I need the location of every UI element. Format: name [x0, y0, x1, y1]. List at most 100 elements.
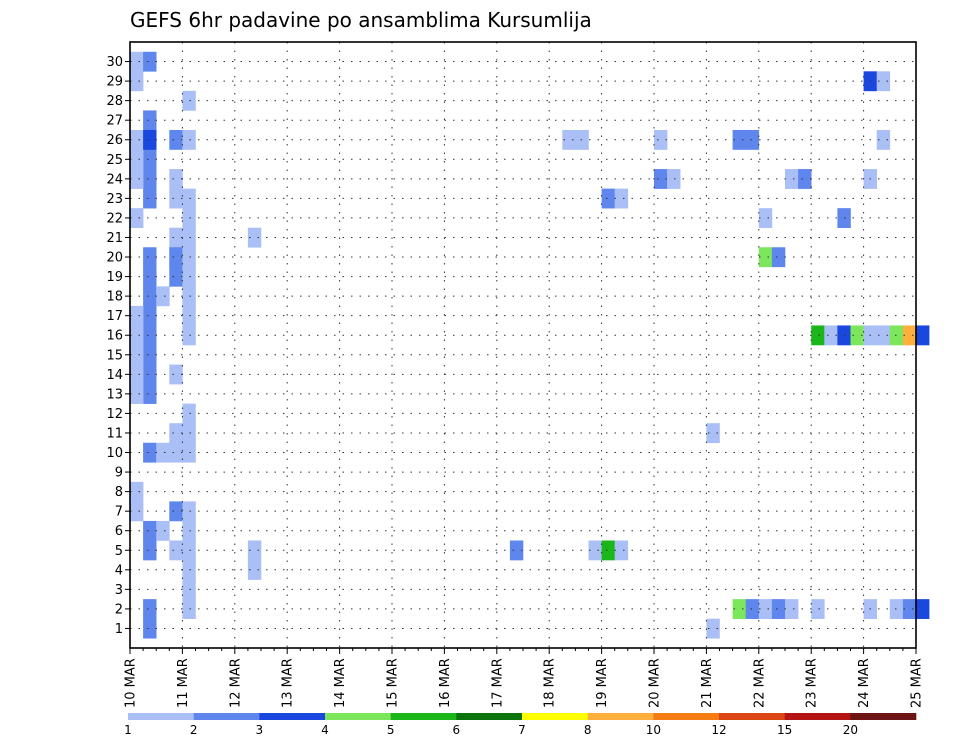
x-tick-label: 10 MAR: [124, 658, 139, 708]
ensemble-cells: [130, 51, 930, 639]
y-tick-label: 16: [106, 329, 123, 344]
x-tick-label: 15 MAR: [386, 658, 401, 708]
ensemble-cell: [732, 129, 746, 150]
legend-level-label: 2: [190, 723, 198, 737]
ensemble-cell: [811, 599, 825, 619]
ensemble-cell: [143, 384, 157, 404]
ensemble-cell: [182, 188, 196, 209]
ensemble-cell: [143, 520, 157, 541]
legend-swatch: [128, 713, 194, 720]
ensemble-cell: [169, 247, 183, 268]
x-tick-label: 21 MAR: [700, 658, 715, 708]
legend-level-label: 4: [321, 723, 329, 737]
ensemble-cell: [182, 579, 196, 600]
x-tick-label: 13 MAR: [281, 658, 296, 708]
ensemble-cell: [169, 501, 183, 522]
ensemble-cell: [654, 169, 668, 189]
ensemble-cell: [509, 540, 524, 561]
ensemble-cell: [876, 71, 891, 92]
y-tick-label: 27: [106, 114, 123, 129]
ensemble-cell: [247, 540, 262, 561]
ensemble-cell: [169, 423, 183, 444]
legend-swatch: [259, 713, 326, 720]
legend-swatch: [456, 713, 523, 720]
ensemble-cell: [169, 442, 183, 463]
ensemble-cell: [706, 423, 720, 444]
ensemble-cell: [614, 540, 629, 561]
ensemble-cell: [902, 325, 917, 346]
x-tick-label: 16 MAR: [438, 658, 453, 708]
y-tick-label: 7: [115, 505, 123, 520]
ensemble-cell: [182, 305, 196, 326]
y-tick-label: 12: [106, 407, 123, 422]
legend-level-label: 12: [711, 723, 726, 737]
ensemble-cell: [182, 129, 196, 150]
legend-swatch: [653, 713, 720, 720]
ensemble-cell: [785, 169, 799, 189]
ensemble-cell: [247, 227, 262, 248]
ensemble-cell: [654, 129, 668, 150]
ensemble-cell: [143, 345, 157, 365]
legend-swatch: [193, 713, 260, 720]
ensemble-cell: [130, 71, 144, 92]
ensemble-cell: [130, 129, 144, 150]
dotted-grid: [130, 42, 916, 648]
ensemble-cell: [771, 247, 786, 268]
x-tick-label: 24 MAR: [857, 658, 872, 708]
legend-swatch: [325, 713, 391, 720]
ensemble-cell: [143, 364, 157, 385]
ensemble-cell: [143, 247, 157, 268]
y-tick-label: 2: [115, 602, 123, 617]
y-tick-label: 25: [106, 153, 123, 168]
ensemble-cell: [143, 51, 157, 72]
x-tick-label: 22 MAR: [752, 658, 767, 708]
ensemble-cell: [902, 599, 917, 619]
legend-swatch: [850, 713, 917, 720]
legend-level-label: 7: [518, 723, 526, 737]
y-tick-label: 21: [106, 231, 123, 246]
ensemble-cell: [876, 325, 891, 346]
y-tick-label: 19: [106, 270, 123, 285]
ensemble-cell: [575, 129, 589, 150]
ensemble-cell: [143, 286, 157, 307]
y-axis-members: 1234567891011121314151617181920212223242…: [106, 55, 130, 637]
ensemble-cell: [706, 618, 720, 639]
ensemble-cell: [182, 599, 196, 619]
ensemble-cell: [182, 208, 196, 229]
ensemble-cell: [143, 188, 157, 209]
ensemble-cell: [169, 227, 183, 248]
y-tick-label: 22: [106, 211, 123, 226]
x-axis-dates: 10 MAR 11 MAR 12 MAR 13 MAR 14 MAR 15 MAR 16 M…: [124, 648, 925, 708]
color-legend: 1 2 3 4 5 6 7 8 10 12 15 20: [124, 713, 917, 737]
ensemble-cell: [182, 442, 196, 463]
ensemble-cell: [182, 266, 196, 287]
ensemble-cell: [169, 129, 183, 150]
ensemble-cell: [182, 247, 196, 268]
ensemble-cell: [130, 364, 144, 385]
x-tick-label: 14 MAR: [333, 658, 348, 708]
y-tick-label: 13: [106, 387, 123, 402]
legend-swatch: [587, 713, 654, 720]
ensemble-cell: [130, 169, 144, 189]
ensemble-cell: [143, 325, 157, 346]
y-tick-label: 29: [106, 75, 123, 90]
ensemble-cell: [130, 384, 144, 404]
y-tick-label: 10: [106, 446, 123, 461]
y-tick-label: 3: [115, 583, 123, 598]
ensemble-cell: [745, 129, 760, 150]
ensemble-cell: [916, 325, 930, 346]
y-tick-label: 15: [106, 348, 123, 363]
ensemble-cell: [876, 129, 891, 150]
ensemble-cell: [614, 188, 629, 209]
ensemble-cell: [182, 560, 196, 580]
x-tick-label: 18 MAR: [543, 658, 558, 708]
ensemble-cell: [588, 540, 602, 561]
ensemble-cell: [130, 208, 144, 229]
ensemble-cell: [130, 149, 144, 170]
x-tick-label: 23 MAR: [805, 658, 820, 708]
ensemble-cell: [182, 325, 196, 346]
ensemble-cell: [143, 540, 157, 561]
ensemble-cell: [758, 247, 773, 268]
y-tick-label: 20: [106, 251, 123, 266]
ensemble-cell: [771, 599, 786, 619]
